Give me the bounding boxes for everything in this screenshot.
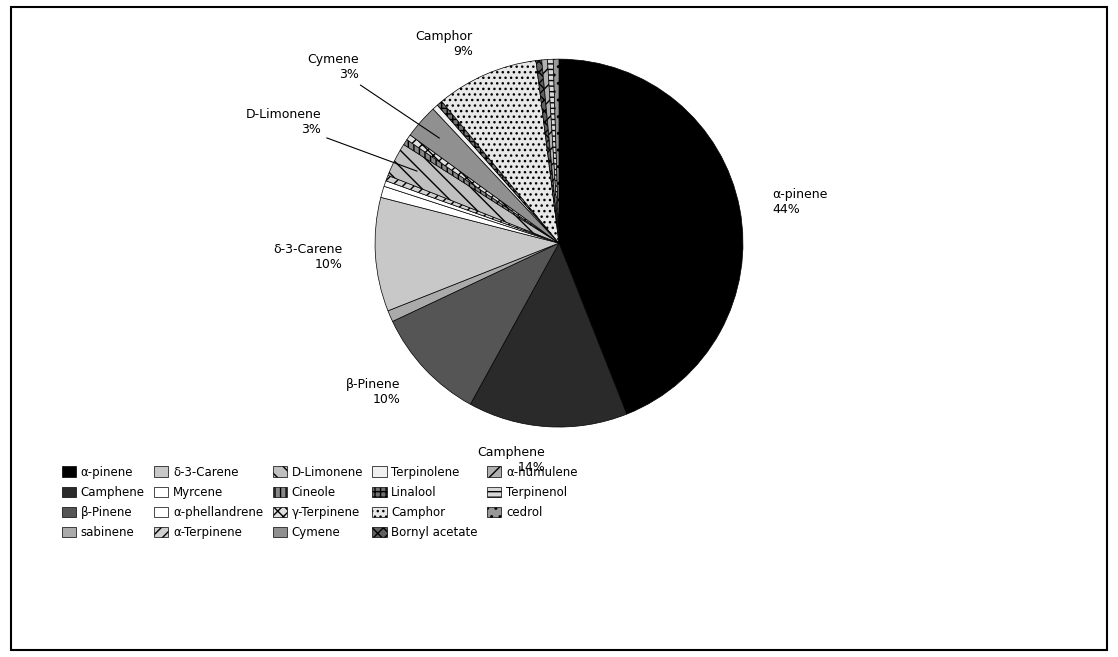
Wedge shape [542,60,559,243]
Text: Camphor
9%: Camphor 9% [416,30,473,58]
Text: Camphene
14%: Camphene 14% [477,445,546,474]
Wedge shape [410,109,559,243]
Wedge shape [471,243,627,427]
Wedge shape [407,135,559,243]
Wedge shape [442,60,559,243]
Wedge shape [388,243,559,321]
Wedge shape [392,243,559,404]
Wedge shape [559,59,743,414]
Wedge shape [548,59,559,243]
Text: β-Pinene
10%: β-Pinene 10% [347,378,400,405]
Wedge shape [433,105,559,243]
Wedge shape [385,181,559,243]
Wedge shape [386,175,559,243]
Text: δ-3-Carene
10%: δ-3-Carene 10% [273,242,342,271]
Wedge shape [553,59,559,243]
Wedge shape [388,145,559,243]
Wedge shape [404,140,559,243]
Text: Cymene
3%: Cymene 3% [307,53,439,138]
Wedge shape [536,60,559,243]
Legend: α-pinene, Camphene, β-Pinene, sabinene, δ-3-Carene, Myrcene, α-phellandrene, α-T: α-pinene, Camphene, β-Pinene, sabinene, … [61,466,578,539]
Wedge shape [375,197,559,311]
Text: D-Limonene
3%: D-Limonene 3% [246,108,417,171]
Text: α-pinene
44%: α-pinene 44% [773,189,827,216]
Wedge shape [381,186,559,243]
Wedge shape [437,101,559,243]
